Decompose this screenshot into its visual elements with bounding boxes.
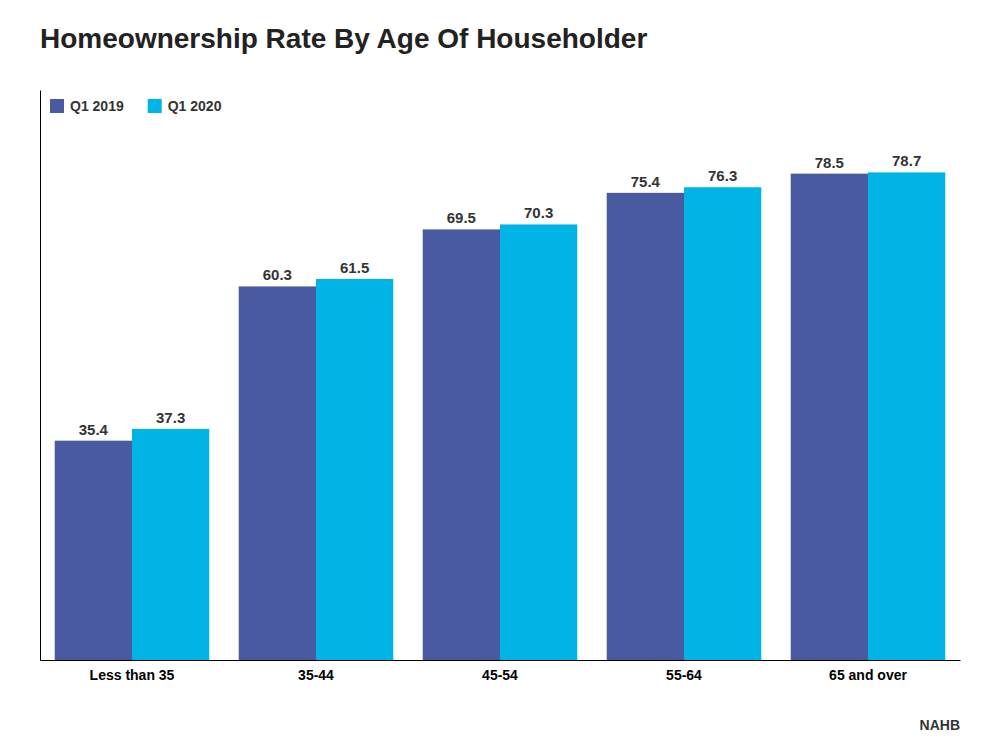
data-label: 37.3 [156,409,185,426]
x-tick-label: 55-64 [666,667,702,683]
data-label: 75.4 [631,173,661,190]
legend-label: Q1 2019 [70,98,124,114]
data-label: 69.5 [447,209,476,226]
x-tick-label: 65 and over [829,667,907,683]
x-tick: 55-64 [666,667,702,683]
x-tick-label: 35-44 [298,667,334,683]
bar [423,229,500,660]
data-label: 70.3 [524,204,553,221]
x-tick: 35-44 [298,667,334,683]
bar-series [132,172,945,660]
legend-swatch [148,99,162,113]
x-axis-line [41,660,961,661]
bar [684,187,761,660]
legend-item: Q1 2020 [148,98,222,114]
legend: Q1 2019 Q1 2020 [50,98,222,114]
bars [55,172,946,660]
bar [316,279,393,660]
bar [132,429,209,660]
legend-swatch [50,99,64,113]
x-tick-label: Less than 35 [90,667,175,683]
bar [55,441,132,660]
data-label: 76.3 [708,167,737,184]
legend-item: Q1 2019 [50,98,124,114]
legend-label: Q1 2020 [168,98,222,114]
bar-series [55,174,868,660]
bar [791,174,868,660]
bar [239,286,316,660]
x-tick: Less than 35 [90,667,175,683]
x-tick: 45-54 [482,667,518,683]
title: Homeownership Rate By Age Of Householder [40,23,647,54]
x-axis: Less than 35 35-44 45-54 55-64 65 and over [41,661,961,683]
data-labels: 35.4 60.3 69.5 75.4 78.5 37.3 61.5 70.3 76.3 78.7 [79,152,921,437]
y-axis [40,91,41,661]
data-label: 35.4 [79,421,109,438]
data-label: 60.3 [263,266,292,283]
y-axis-line [40,91,41,661]
data-label: 78.7 [892,152,921,169]
chart: Homeownership Rate By Age Of Householder… [0,0,1000,750]
x-tick: 65 and over [829,667,907,683]
bar [868,172,945,660]
x-tick-label: 45-54 [482,667,518,683]
plot: 35.4 60.3 69.5 75.4 78.5 37.3 61.5 70.3 76.3 78.7… [41,91,961,683]
data-label: 78.5 [815,154,844,171]
annotation: NAHB [920,717,960,733]
data-label: 61.5 [340,259,369,276]
bar [500,224,577,660]
bar [607,193,684,660]
